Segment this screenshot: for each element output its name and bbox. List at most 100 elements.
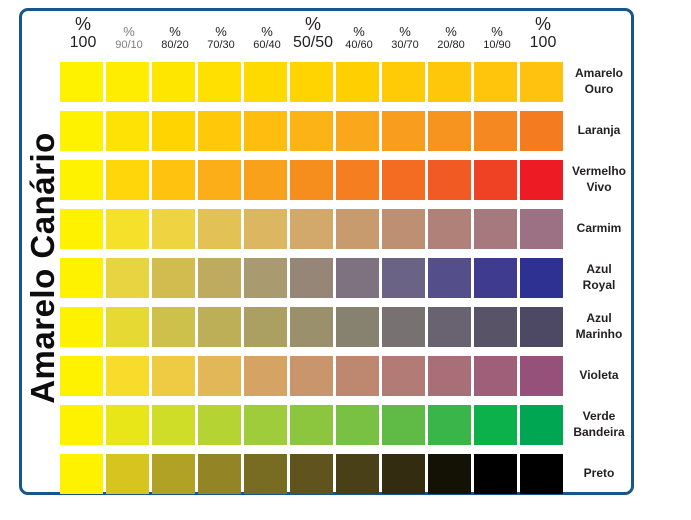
- column-header-6: % 50/50: [290, 11, 336, 57]
- ratio-label: 100: [529, 34, 557, 52]
- color-swatch-r8-c3: [152, 404, 195, 445]
- color-swatch-r2-c10: [474, 110, 517, 151]
- color-swatch-r4-c9: [428, 208, 471, 249]
- vertical-axis-title: Amarelo Canário: [24, 132, 61, 405]
- swatch-cell: [198, 155, 244, 204]
- ratio-label: 10/90: [483, 39, 511, 52]
- swatch-cell: [336, 57, 382, 106]
- row-label-line: Bandeira: [573, 424, 625, 439]
- column-header-4: % 70/30: [198, 11, 244, 57]
- color-swatch-r1-c1: [60, 61, 103, 102]
- color-swatch-r1-c5: [244, 61, 287, 102]
- color-swatch-r8-c9: [428, 404, 471, 445]
- swatch-cell: [60, 400, 106, 449]
- swatch-cell: [244, 155, 290, 204]
- color-swatch-r1-c7: [336, 61, 379, 102]
- swatch-cell: [382, 351, 428, 400]
- swatch-cell: [106, 155, 152, 204]
- color-swatch-r6-c6: [290, 306, 333, 347]
- swatch-cell: [198, 449, 244, 498]
- color-swatch-r1-c6: [290, 61, 333, 102]
- swatch-cell: [244, 351, 290, 400]
- row-label-line: Laranja: [577, 122, 621, 137]
- swatch-cell: [428, 449, 474, 498]
- swatch-cell: [474, 204, 520, 253]
- color-swatch-r3-c1: [60, 159, 103, 200]
- color-swatch-r3-c9: [428, 159, 471, 200]
- color-swatch-r4-c1: [60, 208, 103, 249]
- color-swatch-r9-c3: [152, 453, 195, 494]
- ratio-label: 20/80: [437, 39, 465, 52]
- color-swatch-r7-c8: [382, 355, 425, 396]
- color-swatch-r1-c10: [474, 61, 517, 102]
- row-label-9: Preto: [566, 449, 630, 498]
- column-header-9: % 20/80: [428, 11, 474, 57]
- swatch-cell: [152, 57, 198, 106]
- swatch-cell: [106, 204, 152, 253]
- color-swatch-r5-c10: [474, 257, 517, 298]
- swatch-cell: [382, 106, 428, 155]
- swatch-cell: [520, 106, 566, 155]
- color-swatch-r1-c9: [428, 61, 471, 102]
- color-swatch-r2-c7: [336, 110, 379, 151]
- color-swatch-r2-c3: [152, 110, 195, 151]
- swatch-cell: [290, 400, 336, 449]
- percent-symbol: %: [353, 23, 365, 39]
- color-swatch-r4-c11: [520, 208, 563, 249]
- row-label-line: Royal: [582, 277, 616, 292]
- color-swatch-r1-c11: [520, 61, 563, 102]
- percent-symbol: %: [123, 23, 135, 39]
- swatch-cell: [336, 449, 382, 498]
- color-swatch-r4-c7: [336, 208, 379, 249]
- color-swatch-r5-c11: [520, 257, 563, 298]
- color-swatch-r7-c1: [60, 355, 103, 396]
- swatch-cell: [428, 302, 474, 351]
- swatch-cell: [106, 400, 152, 449]
- swatch-cell: [474, 302, 520, 351]
- swatch-cell: [60, 57, 106, 106]
- color-swatch-r3-c7: [336, 159, 379, 200]
- swatch-cell: [428, 253, 474, 302]
- swatch-cell: [60, 449, 106, 498]
- swatch-cell: [106, 351, 152, 400]
- swatch-cell: [60, 351, 106, 400]
- color-swatch-r1-c4: [198, 61, 241, 102]
- swatch-cell: [382, 155, 428, 204]
- percent-symbol: %: [399, 23, 411, 39]
- swatch-cell: [198, 204, 244, 253]
- swatch-cell: [428, 351, 474, 400]
- row-label-1: Amarelo Ouro: [566, 57, 630, 106]
- color-swatch-r8-c2: [106, 404, 149, 445]
- color-swatch-r2-c6: [290, 110, 333, 151]
- swatch-cell: [382, 253, 428, 302]
- swatch-cell: [152, 400, 198, 449]
- swatch-cell: [290, 57, 336, 106]
- swatch-cell: [336, 253, 382, 302]
- color-swatch-r2-c11: [520, 110, 563, 151]
- color-swatch-r2-c1: [60, 110, 103, 151]
- column-header-10: % 10/90: [474, 11, 520, 57]
- swatch-cell: [244, 253, 290, 302]
- swatch-cell: [152, 106, 198, 155]
- row-label-line: Carmim: [576, 220, 622, 235]
- color-swatch-r8-c1: [60, 404, 103, 445]
- row-label-8: Verde Bandeira: [566, 400, 630, 449]
- swatch-cell: [244, 302, 290, 351]
- swatch-cell: [474, 449, 520, 498]
- color-swatch-r5-c5: [244, 257, 287, 298]
- row-label-2: Laranja: [566, 106, 630, 155]
- color-swatch-r9-c1: [60, 453, 103, 494]
- color-swatch-r6-c1: [60, 306, 103, 347]
- swatch-cell: [336, 204, 382, 253]
- color-swatch-r8-c4: [198, 404, 241, 445]
- swatch-cell: [520, 351, 566, 400]
- ratio-label: 90/10: [115, 39, 143, 52]
- color-swatch-r4-c10: [474, 208, 517, 249]
- color-swatch-r9-c2: [106, 453, 149, 494]
- swatch-cell: [198, 302, 244, 351]
- color-swatch-r2-c9: [428, 110, 471, 151]
- color-swatch-r8-c8: [382, 404, 425, 445]
- swatch-cell: [152, 302, 198, 351]
- swatch-cell: [244, 449, 290, 498]
- color-swatch-r6-c11: [520, 306, 563, 347]
